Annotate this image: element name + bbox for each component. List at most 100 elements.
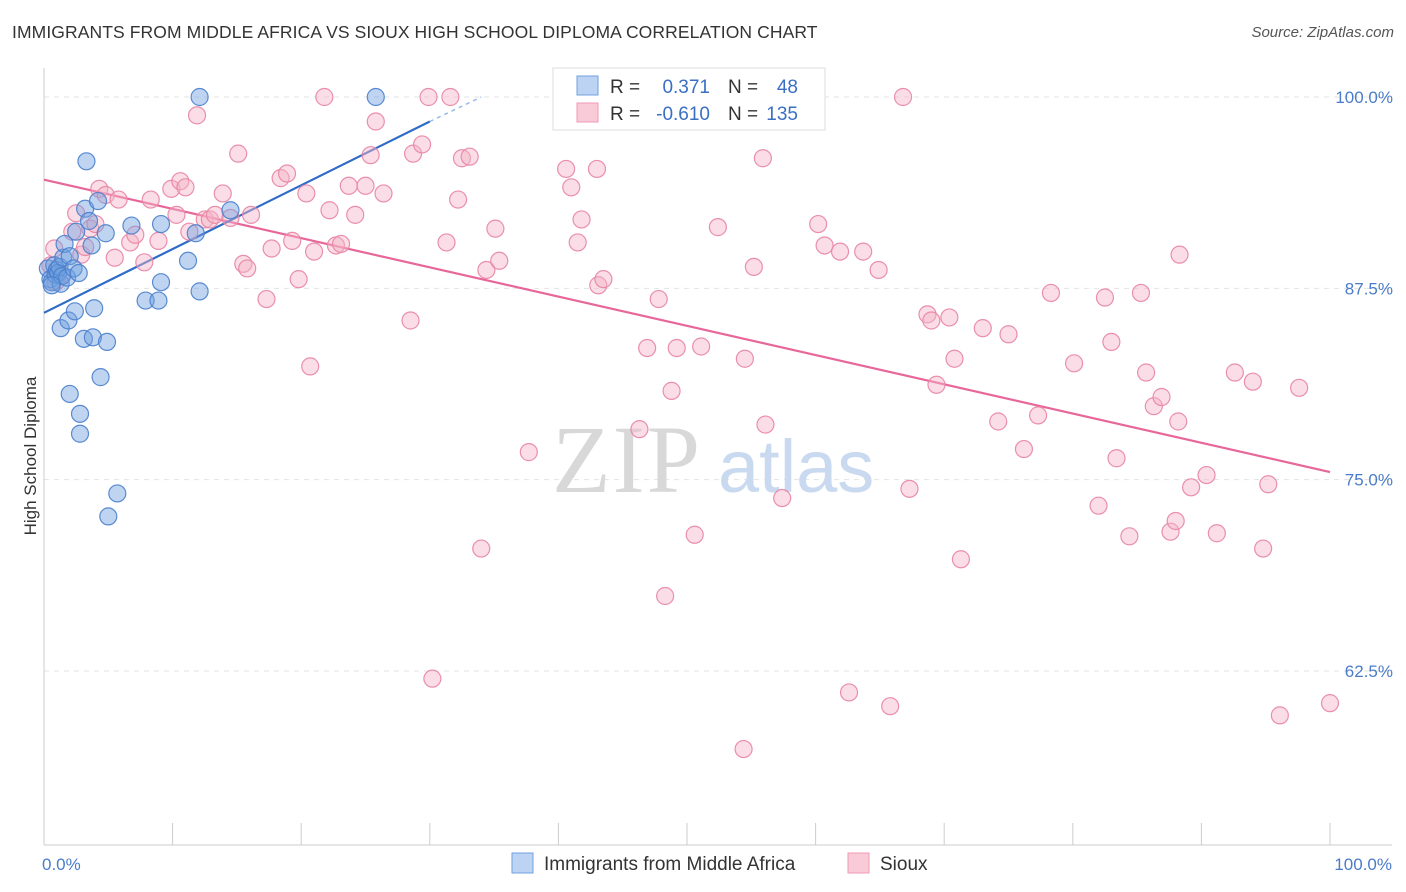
bottom-legend-swatch-sioux — [847, 852, 870, 874]
watermark: ZIP atlas — [552, 406, 874, 513]
y-tick-label-0: 100.0% — [1335, 88, 1393, 107]
sioux-point-45 — [339, 176, 358, 195]
legend-n-label-middle-africa: N = — [728, 77, 758, 98]
middle-africa-point-32 — [96, 224, 115, 243]
sioux-point-37 — [289, 270, 308, 289]
sioux-point-23 — [195, 210, 214, 229]
sioux-point-20 — [176, 178, 195, 197]
sioux-point-113 — [1107, 449, 1126, 468]
sioux-point-25 — [205, 205, 225, 224]
sioux-point-98 — [922, 311, 941, 330]
middle-africa-point-42 — [186, 224, 205, 243]
sioux-point-127 — [1243, 372, 1262, 391]
sioux-point-126 — [1225, 363, 1244, 382]
legend-r-label-sioux: R = — [610, 104, 640, 125]
sioux-points — [41, 87, 1340, 759]
sioux-point-101 — [945, 349, 964, 368]
x-ticks — [43, 823, 1331, 845]
sioux-point-49 — [366, 112, 385, 131]
chart-title: IMMIGRANTS FROM MIDDLE AFRICA VS SIOUX H… — [12, 22, 818, 42]
sioux-point-130 — [1270, 706, 1289, 725]
sioux-point-88 — [809, 214, 828, 234]
sioux-point-128 — [1254, 539, 1273, 558]
sioux-point-59 — [452, 149, 472, 168]
trend-lines — [43, 96, 1331, 474]
sioux-point-117 — [1144, 397, 1163, 416]
sioux-point-114 — [1120, 527, 1139, 546]
middle-africa-point-23 — [74, 329, 93, 348]
sioux-point-34 — [271, 169, 290, 188]
sioux-point-42 — [320, 201, 339, 220]
sioux-point-131 — [1290, 378, 1309, 397]
gridlines — [44, 96, 1392, 672]
sioux-point-77 — [662, 381, 681, 400]
sioux-point-39 — [301, 357, 320, 376]
y-axis-label: High School Diploma — [21, 376, 40, 535]
middle-africa-point-28 — [83, 328, 102, 347]
middle-africa-point-33 — [97, 332, 117, 352]
legend-r-label-middle-africa: R = — [610, 77, 640, 98]
sioux-point-11 — [109, 190, 128, 209]
sioux-point-108 — [1041, 283, 1061, 303]
y-tick-label-3: 62.5% — [1345, 662, 1393, 681]
middle-africa-point-30 — [88, 191, 108, 211]
sioux-point-22 — [187, 106, 207, 125]
sioux-point-47 — [356, 176, 375, 195]
bottom-legend: Immigrants from Middle Africa Sioux — [511, 852, 928, 875]
sioux-point-132 — [1320, 694, 1340, 713]
middle-africa-point-21 — [70, 404, 90, 423]
sioux-point-64 — [490, 251, 509, 270]
legend-r-value-sioux: -0.610 — [656, 104, 710, 125]
sioux-point-123 — [1182, 478, 1201, 497]
legend-n-label-sioux: N = — [728, 104, 758, 125]
middle-africa-point-19 — [67, 222, 86, 241]
x-tick-label-min: 0.0% — [42, 855, 81, 874]
sioux-point-61 — [472, 539, 491, 558]
legend: R = 0.371 N = 48 R = -0.610 N = 135 — [552, 67, 826, 131]
sioux-point-68 — [568, 233, 587, 252]
sioux-point-76 — [656, 586, 675, 606]
sioux-point-15 — [141, 190, 160, 209]
sioux-point-62 — [477, 260, 496, 280]
middle-africa-point-35 — [108, 484, 127, 503]
middle-africa-point-34 — [99, 507, 118, 526]
middle-africa-point-18 — [65, 302, 84, 321]
sioux-point-38 — [297, 184, 316, 203]
sioux-point-103 — [973, 319, 992, 338]
middle-africa-point-47 — [42, 276, 61, 295]
sioux-point-63 — [486, 219, 505, 238]
sioux-point-90 — [830, 242, 850, 261]
middle-africa-point-36 — [122, 216, 141, 235]
sioux-point-57 — [441, 87, 460, 107]
middle-africa-point-38 — [149, 291, 168, 310]
sioux-point-33 — [262, 239, 281, 258]
legend-r-value-middle-africa: 0.371 — [662, 77, 710, 98]
sioux-point-73 — [630, 420, 649, 439]
legend-swatch-sioux — [576, 102, 599, 123]
x-tick-label-max: 100.0% — [1334, 855, 1392, 874]
middle-africa-point-20 — [69, 263, 88, 283]
middle-africa-point-27 — [82, 236, 101, 255]
sioux-point-79 — [685, 525, 704, 544]
middle-africa-point-29 — [85, 299, 104, 318]
watermark-atlas: atlas — [718, 425, 874, 508]
y-tick-labels: 100.0% 87.5% 75.0% 62.5% — [1335, 88, 1393, 681]
sioux-point-87 — [773, 488, 792, 508]
sioux-point-122 — [1170, 245, 1189, 264]
sioux-point-60 — [460, 147, 479, 166]
sioux-point-32 — [257, 289, 276, 309]
sioux-point-116 — [1137, 363, 1156, 382]
bottom-legend-label-sioux: Sioux — [880, 854, 928, 875]
sioux-point-21 — [180, 222, 199, 241]
sioux-point-27 — [221, 208, 240, 228]
middle-africa-point-14 — [59, 311, 78, 330]
sioux-point-67 — [562, 178, 581, 197]
sioux-point-82 — [734, 739, 753, 759]
sioux-point-80 — [692, 337, 711, 356]
sioux-point-58 — [448, 190, 468, 209]
sioux-point-96 — [900, 479, 919, 498]
sioux-point-36 — [283, 231, 302, 250]
sioux-point-86 — [756, 415, 775, 434]
sioux-point-41 — [315, 87, 334, 107]
